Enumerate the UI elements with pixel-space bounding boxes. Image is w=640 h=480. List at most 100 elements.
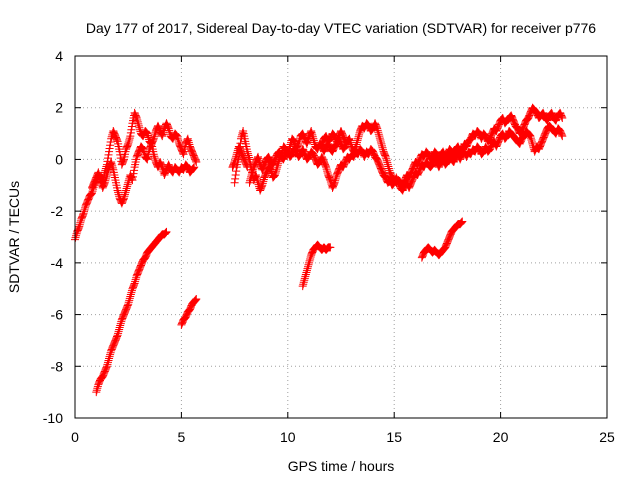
data-point <box>355 130 364 139</box>
data-point <box>423 149 432 158</box>
data-point <box>384 164 393 173</box>
data-point <box>119 194 128 203</box>
data-point <box>440 243 449 252</box>
data-point <box>286 140 295 149</box>
data-point <box>124 137 133 146</box>
data-point <box>290 137 299 146</box>
data-point <box>462 141 471 150</box>
data-point <box>515 139 524 148</box>
data-point <box>191 295 200 304</box>
series-main-band-1 <box>71 108 201 244</box>
data-point <box>149 150 158 159</box>
data-point <box>502 132 511 141</box>
data-point <box>147 141 156 150</box>
data-point <box>150 130 159 139</box>
data-point <box>231 156 240 165</box>
data-point <box>285 144 294 153</box>
data-point <box>279 154 288 163</box>
y-tick-labels: -10 -8 -6 -4 -2 0 2 4 <box>43 48 63 426</box>
data-point <box>465 136 474 145</box>
data-point <box>269 172 278 181</box>
data-point <box>330 178 339 187</box>
data-point <box>551 115 560 124</box>
data-point <box>113 332 122 341</box>
data-point <box>330 179 339 188</box>
data-point <box>230 159 239 168</box>
data-point <box>120 192 129 201</box>
data-point <box>356 145 365 154</box>
data-point <box>404 172 413 181</box>
data-point <box>131 275 140 284</box>
data-point <box>127 125 136 134</box>
data-point <box>127 286 136 295</box>
data-point <box>506 112 515 121</box>
data-point <box>129 169 138 178</box>
data-point <box>372 123 381 132</box>
data-point <box>481 131 490 140</box>
data-point <box>255 156 264 165</box>
data-point <box>125 136 134 145</box>
data-point <box>519 132 528 141</box>
data-point <box>419 152 428 161</box>
data-point <box>344 154 353 163</box>
data-point <box>438 156 447 165</box>
data-point <box>547 109 556 118</box>
data-point <box>479 148 488 157</box>
data-point <box>102 363 111 372</box>
data-point <box>313 144 322 153</box>
data-point <box>125 134 134 143</box>
data-point <box>72 231 81 240</box>
data-point <box>512 122 521 131</box>
data-point <box>308 132 317 141</box>
data-point <box>299 145 308 154</box>
data-point <box>114 188 123 197</box>
data-point <box>244 153 253 162</box>
data-point <box>470 131 479 140</box>
data-point <box>100 179 109 188</box>
series-main-band-3 <box>230 103 567 195</box>
data-point <box>294 139 303 148</box>
data-point <box>381 172 390 181</box>
data-point <box>132 114 141 123</box>
data-point <box>139 147 148 156</box>
data-point <box>532 108 541 117</box>
data-point <box>531 106 540 115</box>
data-point <box>254 154 263 163</box>
data-point <box>290 145 299 154</box>
data-point <box>557 112 566 121</box>
data-point <box>307 126 316 135</box>
data-point <box>124 178 133 187</box>
data-point <box>322 165 331 174</box>
data-point <box>164 123 173 132</box>
data-point <box>322 163 331 172</box>
data-point <box>388 180 397 189</box>
data-point <box>133 117 142 126</box>
data-point <box>516 128 525 137</box>
data-point <box>116 150 125 159</box>
data-point <box>231 174 240 183</box>
data-point <box>304 134 313 143</box>
data-point <box>352 140 361 149</box>
x-tick-label: 10 <box>280 429 296 445</box>
data-point <box>357 147 366 156</box>
data-point <box>302 139 311 148</box>
data-point <box>124 298 133 307</box>
data-point <box>135 125 144 134</box>
data-series <box>71 103 567 397</box>
data-point <box>287 150 296 159</box>
data-point <box>107 159 116 168</box>
data-point <box>126 292 135 301</box>
data-point <box>96 174 105 183</box>
data-point <box>526 132 535 141</box>
data-point <box>125 296 134 305</box>
data-point <box>354 134 363 143</box>
data-point <box>130 279 139 288</box>
data-point <box>477 149 486 158</box>
data-point <box>378 143 387 152</box>
data-point <box>484 147 493 156</box>
data-point <box>458 217 467 226</box>
data-point <box>180 315 189 324</box>
y-tick-label: -10 <box>43 410 63 426</box>
data-point <box>299 278 308 287</box>
